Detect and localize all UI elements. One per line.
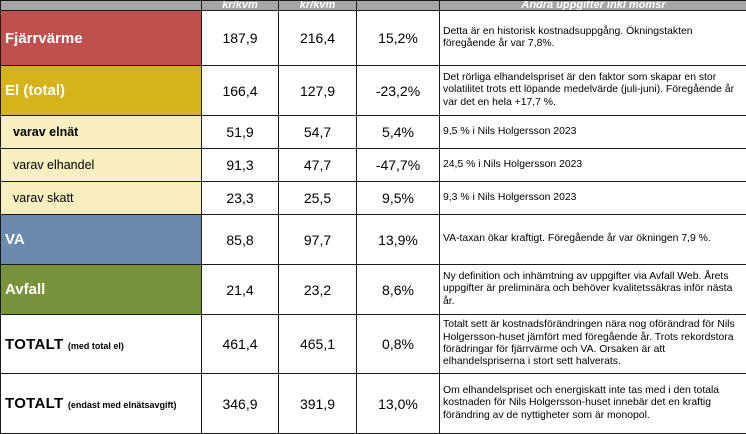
row-value-2: 23,2 [279, 265, 357, 315]
row-change: 13,9% [357, 215, 440, 265]
row-label: varav skatt [1, 182, 202, 215]
row-change: -47,7% [357, 149, 440, 182]
row-label: Avfall [1, 265, 202, 315]
row-label: Fjärrvärme [1, 11, 202, 66]
row-note: 9,5 % i Nils Holgersson 2023 [440, 116, 746, 149]
row-label: varav elhandel [1, 149, 202, 182]
row-label: TOTALT (med total el) [1, 315, 202, 374]
row-label-qualifier: (med total el) [68, 341, 124, 351]
row-value-1: 85,8 [202, 215, 279, 265]
row-note: Om elhandelspriset och energiskatt inte … [440, 374, 746, 434]
row-note: Totalt sett är kostnadsförändringen nära… [440, 315, 746, 374]
table-row-elnat: varav elnät 51,9 54,7 5,4% 9,5 % i Nils … [1, 116, 746, 149]
row-label: VA [1, 215, 202, 265]
row-change: 9,5% [357, 182, 440, 215]
row-value-2: 216,4 [279, 11, 357, 66]
row-note: Ny definition och inhämtning av uppgifte… [440, 265, 746, 315]
row-value-2: 127,9 [279, 66, 357, 116]
table-row-fjarrvarme: Fjärrvärme 187,9 216,4 15,2% Detta är en… [1, 11, 746, 66]
row-label: TOTALT (endast med elnätsavgift) [1, 374, 202, 434]
row-note: Det rörliga elhandelspriset är den fakto… [440, 66, 746, 116]
row-label: varav elnät [1, 116, 202, 149]
row-value-2: 97,7 [279, 215, 357, 265]
header-row: kr/kvm kr/kvm Andra uppgifter inkl momsr [1, 1, 746, 11]
header-change [357, 1, 440, 11]
row-change: 8,6% [357, 265, 440, 315]
row-note: Detta är en historisk kostnadsuppgång. Ö… [440, 11, 746, 66]
header-value-2: kr/kvm [279, 1, 357, 11]
table-row-elhandel: varav elhandel 91,3 47,7 -47,7% 24,5 % i… [1, 149, 746, 182]
header-category [1, 1, 202, 11]
row-value-1: 166,4 [202, 66, 279, 116]
row-value-2: 25,5 [279, 182, 357, 215]
row-value-2: 391,9 [279, 374, 357, 434]
table-row-skatt: varav skatt 23,3 25,5 9,5% 9,3 % i Nils … [1, 182, 746, 215]
row-value-1: 346,9 [202, 374, 279, 434]
row-value-2: 47,7 [279, 149, 357, 182]
row-value-1: 461,4 [202, 315, 279, 374]
row-label-main: TOTALT [5, 336, 63, 353]
row-label-main: TOTALT [5, 395, 63, 412]
row-value-1: 23,3 [202, 182, 279, 215]
row-change: -23,2% [357, 66, 440, 116]
row-value-2: 54,7 [279, 116, 357, 149]
row-value-1: 187,9 [202, 11, 279, 66]
row-value-1: 21,4 [202, 265, 279, 315]
table-row-el-total: El (total) 166,4 127,9 -23,2% Det rörlig… [1, 66, 746, 116]
row-value-1: 91,3 [202, 149, 279, 182]
header-value-1: kr/kvm [202, 1, 279, 11]
row-label-qualifier: (endast med elnätsavgift) [68, 400, 177, 410]
row-change: 5,4% [357, 116, 440, 149]
row-note: VA-taxan ökar kraftigt. Föregående år va… [440, 215, 746, 265]
row-note: 9,3 % i Nils Holgersson 2023 [440, 182, 746, 215]
row-change: 0,8% [357, 315, 440, 374]
row-change: 13,0% [357, 374, 440, 434]
table-row-totalt-med-el: TOTALT (med total el) 461,4 465,1 0,8% T… [1, 315, 746, 374]
table-row-avfall: Avfall 21,4 23,2 8,6% Ny definition och … [1, 265, 746, 315]
header-notes: Andra uppgifter inkl momsr [440, 1, 746, 11]
row-value-1: 51,9 [202, 116, 279, 149]
table-row-va: VA 85,8 97,7 13,9% VA-taxan ökar kraftig… [1, 215, 746, 265]
row-value-2: 465,1 [279, 315, 357, 374]
table-row-totalt-elnat: TOTALT (endast med elnätsavgift) 346,9 3… [1, 374, 746, 434]
row-note: 24,5 % i Nils Holgersson 2023 [440, 149, 746, 182]
row-label: El (total) [1, 66, 202, 116]
row-change: 15,2% [357, 11, 440, 66]
